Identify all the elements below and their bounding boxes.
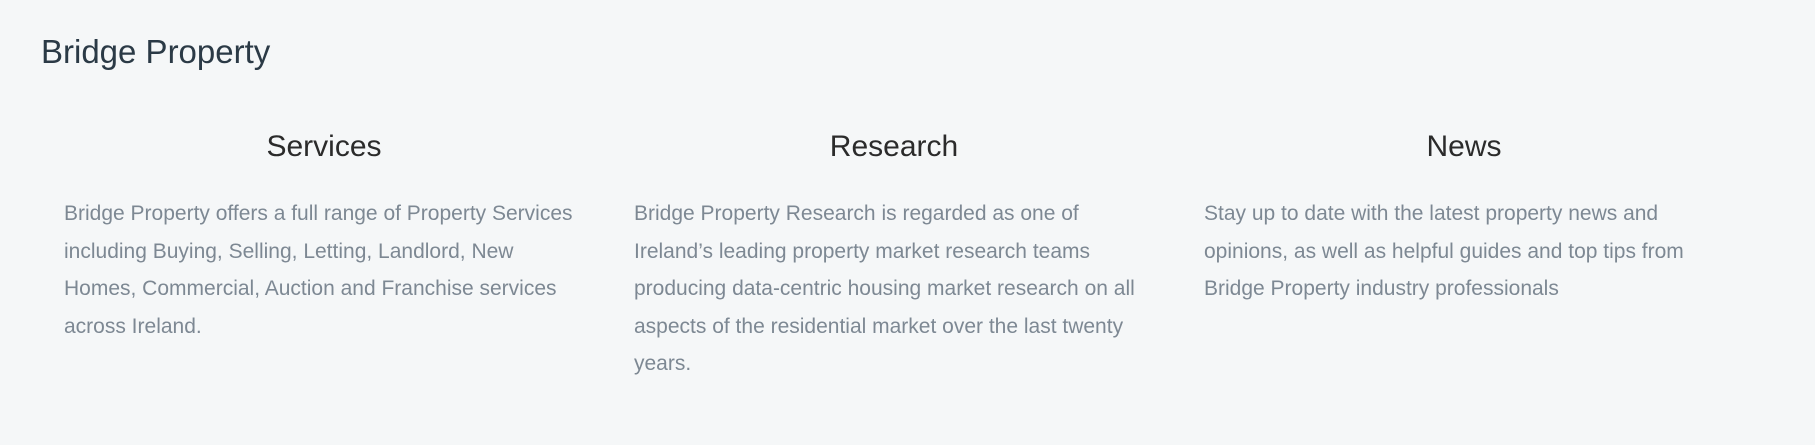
site-title[interactable]: Bridge Property xyxy=(41,33,271,70)
services-column: Services Bridge Property offers a full r… xyxy=(64,125,634,383)
feature-columns: Services Bridge Property offers a full r… xyxy=(64,125,1774,383)
services-heading: Services xyxy=(266,130,382,163)
news-heading: News xyxy=(1426,130,1502,163)
research-description: Bridge Property Research is regarded as … xyxy=(634,202,1135,375)
research-column: Research Bridge Property Research is reg… xyxy=(634,125,1204,383)
research-heading: Research xyxy=(829,130,959,163)
news-column: News Stay up to date with the latest pro… xyxy=(1204,125,1774,383)
news-description: Stay up to date with the latest property… xyxy=(1204,202,1684,300)
services-description: Bridge Property offers a full range of P… xyxy=(64,202,573,338)
